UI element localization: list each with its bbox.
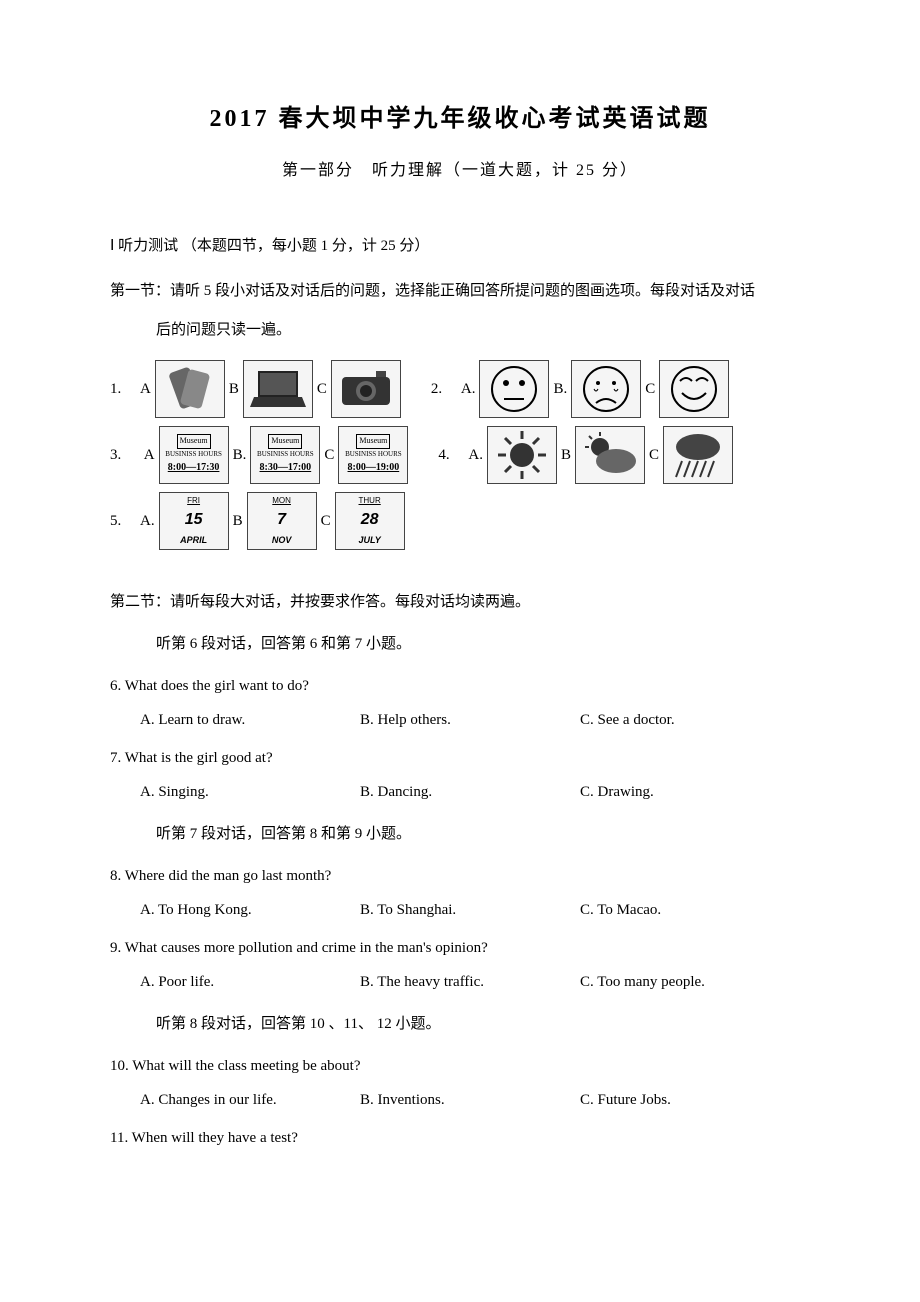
q10-text: 10. What will the class meeting be about… [110,1054,810,1078]
q3-opt-b: B. [233,443,247,467]
q8-opt-b: B. To Shanghai. [360,898,580,922]
q3-num: 3. [110,443,128,467]
rainy-icon [663,426,733,484]
happy-face-icon [659,360,729,418]
q5-opt-a: A. [140,509,155,533]
camera-icon [331,360,401,418]
q7-text: 7. What is the girl good at? [110,746,810,770]
exam-title: 2017 春大坝中学九年级收心考试英语试题 [110,100,810,138]
q9-opt-a: A. Poor life. [140,970,360,994]
q2-opt-c: C [645,377,655,401]
q3-opt-c: C [324,443,334,467]
q3-opt-a: A [144,443,155,467]
q10-opt-a: A. Changes in our life. [140,1088,360,1112]
q6-opt-c: C. See a doctor. [580,708,675,732]
q6-text: 6. What does the girl want to do? [110,674,810,698]
calendar-c-icon: THUR 28 JULY [335,492,405,550]
section1-instruction-cont: 后的问题只读一遍。 [156,318,810,342]
neutral-face-icon [479,360,549,418]
q4-num: 4. [438,443,456,467]
museum-c-icon: Museum BUSINISS HOURS 8:00—19:00 [338,426,408,484]
q8-options: A. To Hong Kong. B. To Shanghai. C. To M… [140,898,810,922]
listening-section-head: Ⅰ 听力测试 （本题四节，每小题 1 分，计 25 分） [110,234,810,258]
q7-options: A. Singing. B. Dancing. C. Drawing. [140,780,810,804]
laptop-icon [243,360,313,418]
q10-opt-c: C. Future Jobs. [580,1088,671,1112]
museum-b-icon: Museum BUSINISS HOURS 8:30—17:00 [250,426,320,484]
q4-opt-b: B [561,443,571,467]
exam-subtitle: 第一部分 听力理解（一道大题，计 25 分） [110,158,810,184]
sub-instruction-6: 听第 6 段对话，回答第 6 和第 7 小题。 [156,632,810,656]
sad-face-icon [571,360,641,418]
q9-opt-c: C. Too many people. [580,970,705,994]
sub-instruction-7: 听第 7 段对话，回答第 8 和第 9 小题。 [156,822,810,846]
q1-num: 1. [110,377,128,401]
q6-options: A. Learn to draw. B. Help others. C. See… [140,708,810,732]
q1-opt-a: A [140,377,151,401]
q7-opt-b: B. Dancing. [360,780,580,804]
q10-opt-b: B. Inventions. [360,1088,580,1112]
q2-opt-a: A. [461,377,476,401]
image-row-2: 3. A Museum BUSINISS HOURS 8:00—17:30 B.… [110,426,810,484]
q1-opt-b: B [229,377,239,401]
q8-opt-a: A. To Hong Kong. [140,898,360,922]
sub-instruction-8: 听第 8 段对话，回答第 10 、11、 12 小题。 [156,1012,810,1036]
subtitle-part1: 第一部分 [282,162,354,179]
partly-cloudy-icon [575,426,645,484]
museum-a-icon: Museum BUSINISS HOURS 8:00—17:30 [159,426,229,484]
calendar-b-icon: MON 7 NOV [247,492,317,550]
q2-num: 2. [431,377,449,401]
q7-opt-c: C. Drawing. [580,780,654,804]
q10-options: A. Changes in our life. B. Inventions. C… [140,1088,810,1112]
subtitle-part2: 听力理解（一道大题，计 25 分） [372,162,638,179]
q9-opt-b: B. The heavy traffic. [360,970,580,994]
q2-opt-b: B. [553,377,567,401]
image-row-3: 5. A. FRI 15 APRIL B MON 7 NOV C THUR 28… [110,492,810,550]
q5-num: 5. [110,509,128,533]
q5-opt-b: B [233,509,243,533]
q9-text: 9. What causes more pollution and crime … [110,936,810,960]
q11-text: 11. When will they have a test? [110,1126,810,1150]
q8-opt-c: C. To Macao. [580,898,661,922]
q1-opt-c: C [317,377,327,401]
section2-head: 第二节：请听每段大对话，并按要求作答。每段对话均读两遍。 [110,590,810,614]
q6-opt-b: B. Help others. [360,708,580,732]
q7-opt-a: A. Singing. [140,780,360,804]
calendar-a-icon: FRI 15 APRIL [159,492,229,550]
section1-instruction: 第一节：请听 5 段小对话及对话后的问题，选择能正确回答所提问题的图画选项。每段… [110,276,810,306]
q4-opt-c: C [649,443,659,467]
sunny-icon [487,426,557,484]
q8-text: 8. Where did the man go last month? [110,864,810,888]
phone-icon [155,360,225,418]
image-row-1: 1. A B C 2. A. B. C [110,360,810,418]
q5-opt-c: C [321,509,331,533]
q9-options: A. Poor life. B. The heavy traffic. C. T… [140,970,810,994]
q6-opt-a: A. Learn to draw. [140,708,360,732]
q4-opt-a: A. [468,443,483,467]
